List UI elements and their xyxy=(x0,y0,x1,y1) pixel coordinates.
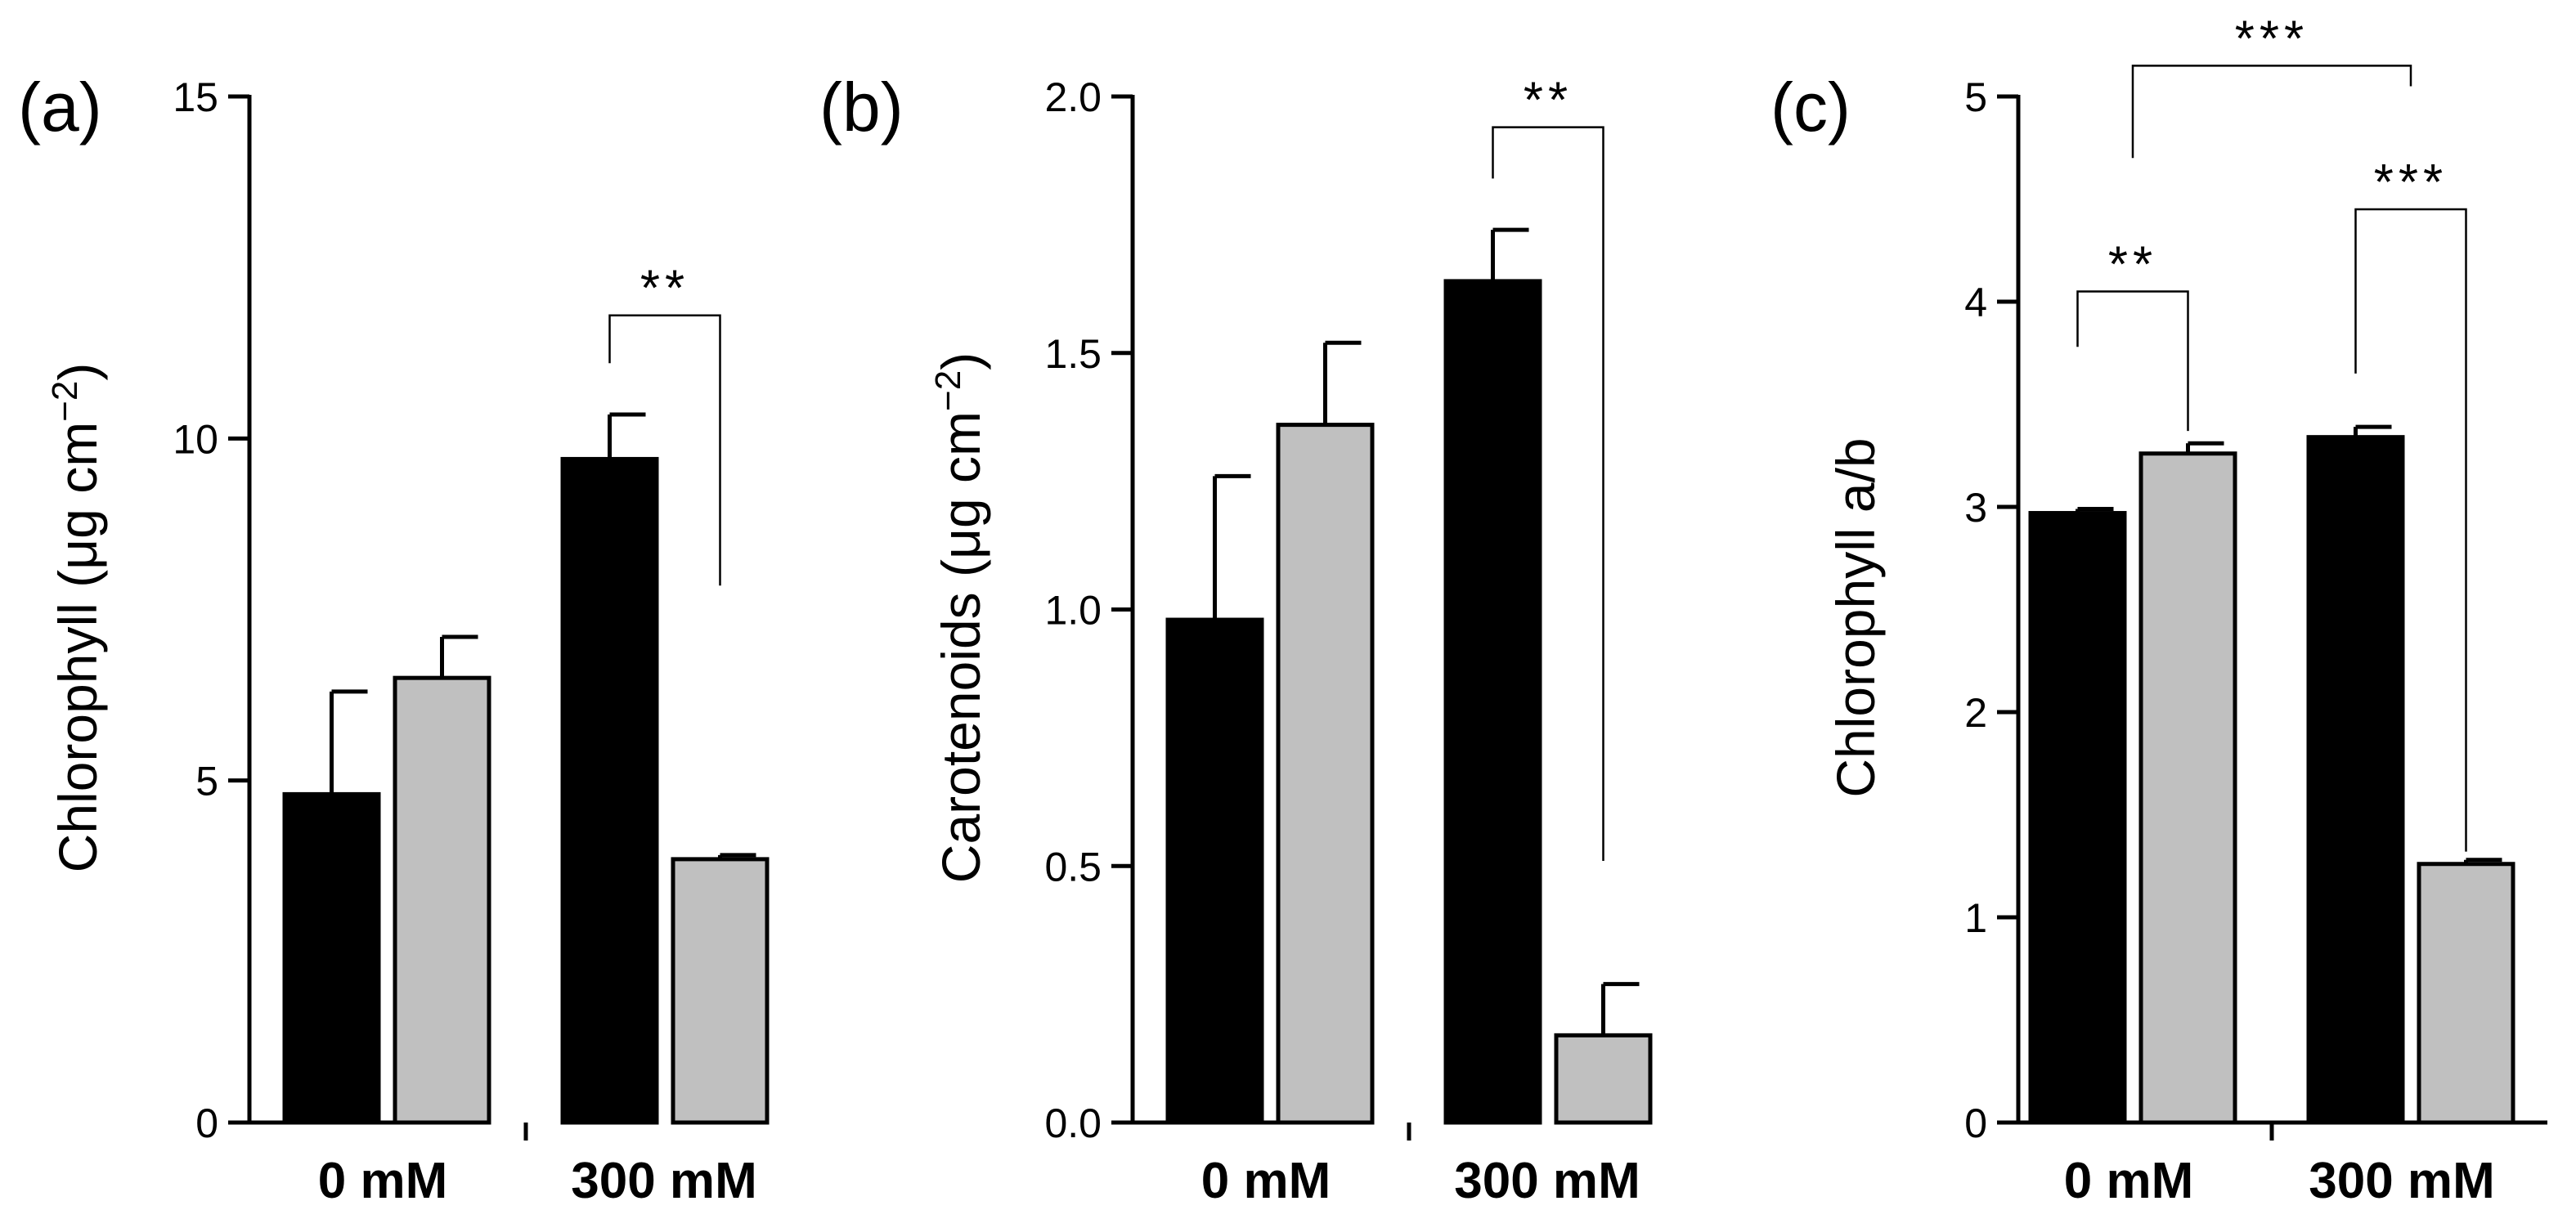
significance-label: *** xyxy=(2235,11,2309,67)
y-tick-label: 0.0 xyxy=(1044,1100,1102,1146)
bar-gray-0mM xyxy=(1276,423,1375,1125)
x-category-label: 300 mM xyxy=(1454,1153,1640,1209)
significance-bracket xyxy=(608,314,721,586)
x-category-label: 0 mM xyxy=(318,1153,447,1209)
chart-panel-b: 0.0 0.5 1.0 1.5 2.0 0 mM 300 mM ** (b) Carotenoid… xyxy=(819,69,1653,1209)
y-tick-label: 2.0 xyxy=(1044,74,1102,120)
chart-panel-a: 0 5 10 15 0 mM 300 mM ** (a) Chlorophyll (μg cm−… xyxy=(18,69,770,1209)
y-axis-title: Chlorophyll (μg cm−2) xyxy=(45,363,109,873)
y-tick-label: 15 xyxy=(173,74,218,120)
significance-label: ** xyxy=(1524,73,1573,129)
panel-label: (c) xyxy=(1770,69,1851,146)
bar-black-0mM xyxy=(1165,617,1264,1125)
y-tick-label: 3 xyxy=(1964,485,1987,531)
y-tick-label: 4 xyxy=(1964,280,1987,325)
y-axis-title: Carotenoids (μg cm−2) xyxy=(928,352,992,883)
bar-gray-0mM xyxy=(2138,451,2237,1125)
significance-bracket xyxy=(1492,126,1604,861)
x-category-label: 300 mM xyxy=(2309,1153,2494,1209)
x-category-label: 0 mM xyxy=(2064,1153,2193,1209)
bar-black-300mM xyxy=(560,456,659,1125)
y-tick-label: 5 xyxy=(1964,74,1987,120)
y-tick-label: 2 xyxy=(1964,690,1987,736)
panel-label: (a) xyxy=(18,69,102,146)
y-tick-label: 5 xyxy=(195,759,218,804)
y-tick-label: 1.5 xyxy=(1044,331,1102,377)
bar-black-300mM xyxy=(1443,279,1542,1125)
y-tick-label: 1 xyxy=(1964,895,1987,941)
bar-black-0mM xyxy=(282,791,381,1125)
y-tick-label: 0.5 xyxy=(1044,844,1102,890)
bar-gray-300mM xyxy=(1554,1033,1653,1125)
significance-bracket xyxy=(2076,290,2189,432)
panel-label: (b) xyxy=(819,69,904,146)
bar-black-300mM xyxy=(2306,435,2405,1125)
bar-gray-300mM xyxy=(2417,862,2515,1125)
y-tick-label: 1.0 xyxy=(1044,588,1102,634)
x-category-label: 0 mM xyxy=(1201,1153,1331,1209)
bar-gray-300mM xyxy=(671,857,770,1125)
significance-bracket xyxy=(2354,208,2467,852)
y-tick-label: 0 xyxy=(1964,1100,1987,1146)
significance-label: *** xyxy=(2374,155,2448,211)
significance-bracket xyxy=(2131,65,2412,159)
bar-gray-0mM xyxy=(393,675,491,1125)
y-axis-title: Chlorophyll a/b xyxy=(1825,437,1886,797)
y-tick-label: 10 xyxy=(173,416,218,462)
bar-black-0mM xyxy=(2028,511,2127,1125)
significance-label: ** xyxy=(640,261,689,317)
y-tick-label: 0 xyxy=(195,1100,218,1146)
x-category-label: 300 mM xyxy=(571,1153,756,1209)
significance-label: ** xyxy=(2108,236,2157,293)
